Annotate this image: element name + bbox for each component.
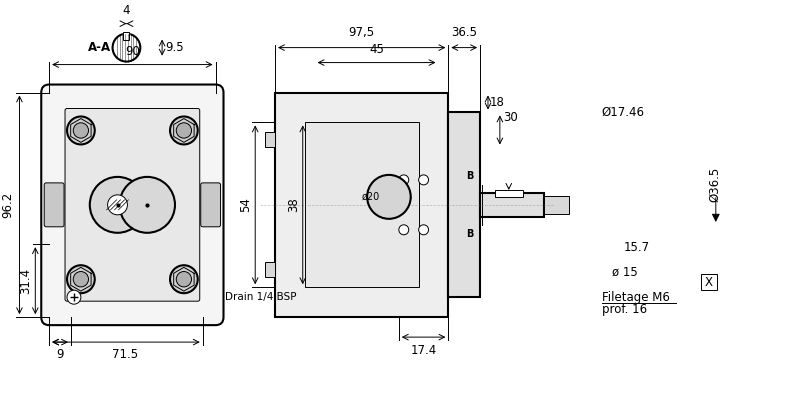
Text: Ø17.46: Ø17.46 [602,106,645,119]
Circle shape [399,225,409,235]
Text: ø 15: ø 15 [612,266,638,279]
Bar [545,196,570,214]
Text: 90: 90 [125,45,140,57]
Bar [701,274,717,290]
Circle shape [67,116,94,144]
Text: prof. 16: prof. 16 [602,303,647,316]
Circle shape [399,175,409,185]
Circle shape [74,271,89,287]
Text: 96.2: 96.2 [2,192,14,218]
Text: 4: 4 [122,4,130,17]
Text: 97,5: 97,5 [349,26,374,39]
Text: 54: 54 [239,197,252,212]
Text: A-A: A-A [88,41,111,54]
Text: Filetage M6: Filetage M6 [602,291,670,304]
Text: Ø36.5: Ø36.5 [708,167,721,203]
Bar [265,262,275,277]
Text: X: X [705,276,713,289]
Circle shape [119,177,175,233]
FancyBboxPatch shape [65,109,200,301]
FancyBboxPatch shape [42,85,223,325]
Text: ø20: ø20 [361,192,379,202]
Bar [448,112,480,297]
Text: 30: 30 [503,111,518,124]
Bar [265,132,275,147]
Circle shape [418,225,429,235]
Circle shape [108,195,127,215]
Circle shape [418,175,429,185]
Circle shape [113,34,140,61]
Circle shape [176,123,191,138]
Circle shape [74,123,89,138]
Text: 31.4: 31.4 [19,268,32,294]
Bar [495,190,522,197]
Text: 9.5: 9.5 [165,41,184,54]
FancyBboxPatch shape [201,183,221,227]
Circle shape [176,271,191,287]
Text: 38: 38 [286,197,300,212]
Bar [305,123,418,287]
Text: B: B [466,171,474,181]
Text: 36.5: 36.5 [451,26,478,39]
FancyBboxPatch shape [44,183,64,227]
Circle shape [90,177,146,233]
Text: B: B [466,229,474,239]
Bar [123,32,130,39]
Text: Drain 1/4 BSP: Drain 1/4 BSP [226,292,297,302]
Text: 9: 9 [56,348,64,361]
Text: 71.5: 71.5 [112,348,138,361]
Text: 15.7: 15.7 [623,241,650,254]
Bar [275,92,448,317]
Circle shape [170,265,198,293]
Circle shape [170,116,198,144]
Circle shape [67,290,81,304]
Circle shape [67,265,94,293]
Text: 45: 45 [369,43,384,56]
Bar [480,193,545,217]
Text: 17.4: 17.4 [410,344,437,357]
Circle shape [367,175,410,219]
Text: 18: 18 [490,96,505,109]
